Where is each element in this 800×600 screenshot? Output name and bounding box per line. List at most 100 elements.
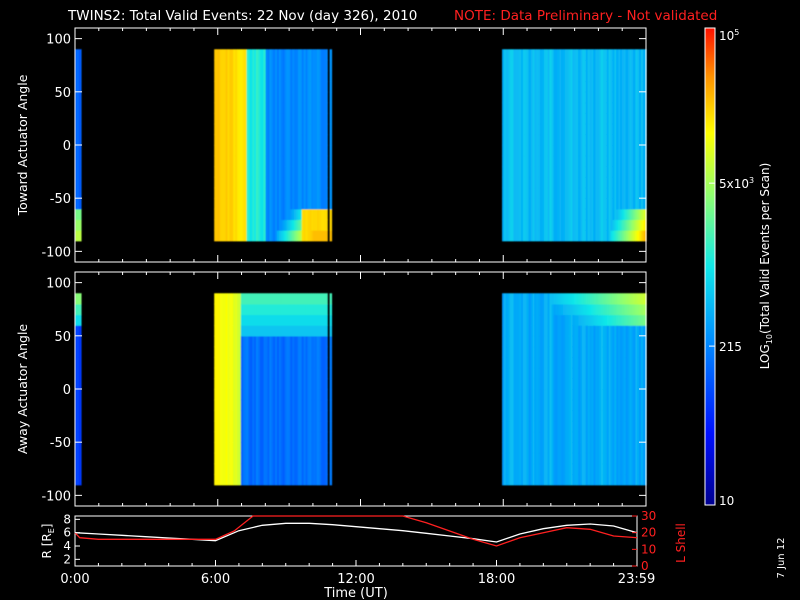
heatmap-cell [309,70,312,82]
heatmap-cell [313,187,316,199]
heatmap-cell [599,357,602,369]
heatmap-cell [606,346,610,358]
heatmap-cell [248,357,251,369]
heatmap-cell [566,208,570,221]
heatmap-cell [75,219,78,231]
heatmap-cell [229,102,232,114]
heatmap-cell [549,314,553,326]
heatmap-cell [542,187,545,199]
heatmap-cell [623,155,627,167]
heatmap-cell [602,198,606,210]
heatmap-cell [507,389,511,401]
heatmap-cell [540,420,543,433]
heatmap-cell [242,145,246,157]
heatmap-cell [303,399,307,411]
heatmap-cell [296,474,299,486]
heatmap-cell [542,113,545,125]
heatmap-cell [275,102,278,114]
heatmap-cell [297,70,301,82]
heatmap-cell [602,378,606,390]
heatmap-cell [601,357,604,369]
heatmap-cell [604,208,608,221]
heatmap-cell [521,145,524,157]
heatmap-cell [313,81,316,93]
heatmap-cell [627,314,631,326]
heatmap-cell [532,389,536,401]
heatmap-cell [641,198,644,210]
heatmap-cell [278,166,282,178]
heatmap-cell [275,463,278,475]
heatmap-cell [76,389,80,401]
heatmap-cell [250,389,253,401]
heatmap-cell [551,420,555,433]
heatmap-cell [280,81,284,93]
heatmap-cell [536,303,539,316]
heatmap-cell [545,70,549,82]
heatmap-cell [517,208,520,221]
heatmap-cell [566,230,570,242]
heatmap-cell [561,49,564,61]
heatmap-cell [545,293,549,305]
heatmap-cell [242,198,246,210]
heatmap-cell [616,378,619,390]
heatmap-cell [627,70,631,82]
heatmap-cell [313,399,316,411]
heatmap-cell [524,134,528,146]
heatmap-cell [214,155,217,167]
heatmap-cell [547,198,551,210]
heatmap-cell [557,452,560,465]
heatmap-cell [505,399,509,411]
heatmap-cell [551,463,555,475]
heatmap-cell [509,219,513,231]
heatmap-cell [534,410,537,422]
heatmap-cell [547,410,551,422]
heatmap-cell [214,431,217,443]
heatmap-cell [610,442,614,454]
heatmap-cell [217,452,221,465]
heatmap-cell [519,176,522,189]
heatmap-cell [538,145,541,157]
heatmap-cell [559,452,562,465]
heatmap-cell [576,442,579,454]
heatmap-cell [503,325,507,337]
heatmap-cell [257,208,261,221]
heatmap-cell [261,230,265,242]
heatmap-cell [614,113,617,125]
heatmap-cell [601,474,604,486]
heatmap-cell [76,91,80,104]
heatmap-cell [311,367,314,379]
heatmap-cell [216,155,219,167]
heatmap-cell [559,335,562,348]
heatmap-cell [587,187,591,199]
heatmap-cell [311,293,314,305]
heatmap-cell [225,176,229,189]
heatmap-cell [286,442,290,454]
heatmap-cell [286,389,290,401]
heatmap-cell [553,431,556,443]
heatmap-cell [292,452,295,465]
heatmap-cell [564,208,568,221]
heatmap-cell [604,378,608,390]
heatmap-cell [292,81,295,93]
heatmap-cell [311,325,314,337]
heatmap-cell [625,134,629,146]
heatmap-cell [572,102,575,114]
heatmap-cell [324,420,328,433]
heatmap-cell [616,325,619,337]
heatmap-cell [284,208,288,221]
heatmap-cell [223,303,227,316]
heatmap-cell [610,113,614,125]
heatmap-cell [75,123,78,135]
heatmap-cell [313,70,316,82]
heatmap-cell [273,442,276,454]
heatmap-cell [580,49,583,61]
heatmap-cell [252,81,255,93]
heatmap-cell [538,81,541,93]
heatmap-cell [242,431,246,443]
heatmap-cell [254,293,257,305]
heatmap-cell [513,431,516,443]
heatmap-cell [601,59,604,72]
heatmap-cell [540,123,543,135]
heatmap-cell [286,346,290,358]
heatmap-cell [551,367,555,379]
